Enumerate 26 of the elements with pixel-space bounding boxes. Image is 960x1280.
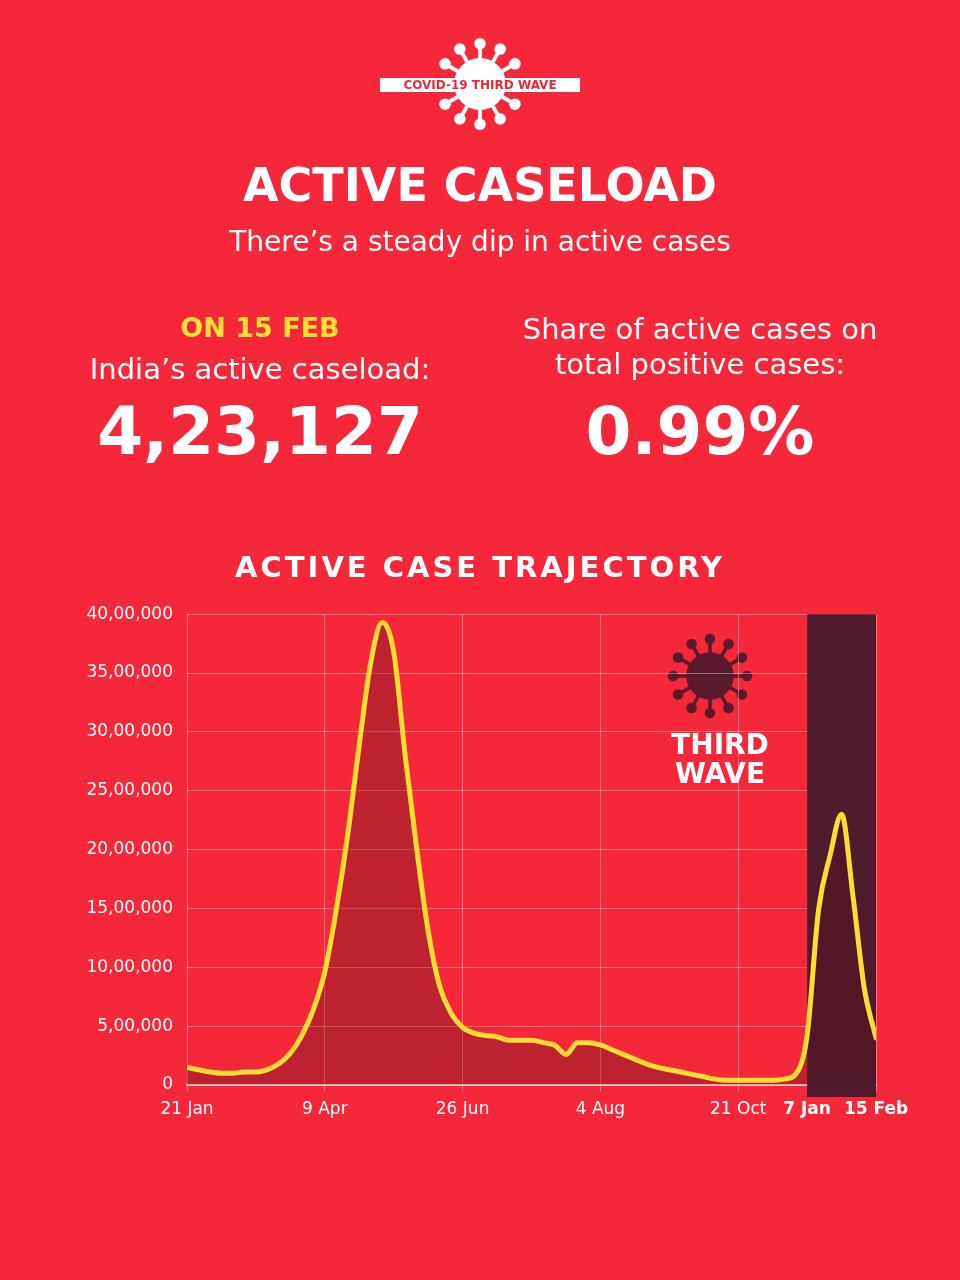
text: 4,23,127	[96, 392, 424, 472]
x-tick-label: 4 Aug	[575, 1097, 626, 1118]
x-tick-label: 7 Jan	[783, 1097, 831, 1118]
annotation: THIRD WAVE	[670, 728, 770, 791]
y-tick-label: 35,00,000	[86, 661, 173, 682]
text: ON 15 FEB	[179, 312, 341, 345]
y-tick-label: 30,00,000	[86, 720, 173, 741]
x-tick-label: 15 Feb	[843, 1097, 909, 1118]
text: Share of active cases on total positive cases:	[521, 312, 879, 382]
chart-subtitle: There’s a steady dip in active cases	[228, 225, 732, 258]
y-tick-label: 0	[162, 1073, 173, 1094]
text: India’s active caseload:	[88, 352, 432, 387]
y-tick-label: 20,00,000	[86, 838, 173, 859]
y-tick-label: 5,00,000	[97, 1014, 173, 1035]
x-tick-label: 21 Jan	[160, 1097, 214, 1118]
text: ACTIVE CASE TRAJECTORY	[234, 550, 726, 585]
chart-title: ACTIVE CASELOAD	[241, 158, 719, 212]
x-tick-label: 21 Oct	[709, 1097, 767, 1118]
y-tick-label: 25,00,000	[86, 779, 173, 800]
y-tick-label: 40,00,000	[86, 602, 173, 623]
x-tick-label: 26 Jun	[435, 1097, 490, 1118]
x-tick-label: 9 Apr	[301, 1097, 348, 1118]
y-tick-label: 15,00,000	[86, 896, 173, 917]
text: COVID-19 THIRD WAVE	[380, 78, 580, 93]
text: 0.99%	[584, 392, 816, 472]
y-tick-label: 10,00,000	[86, 955, 173, 976]
